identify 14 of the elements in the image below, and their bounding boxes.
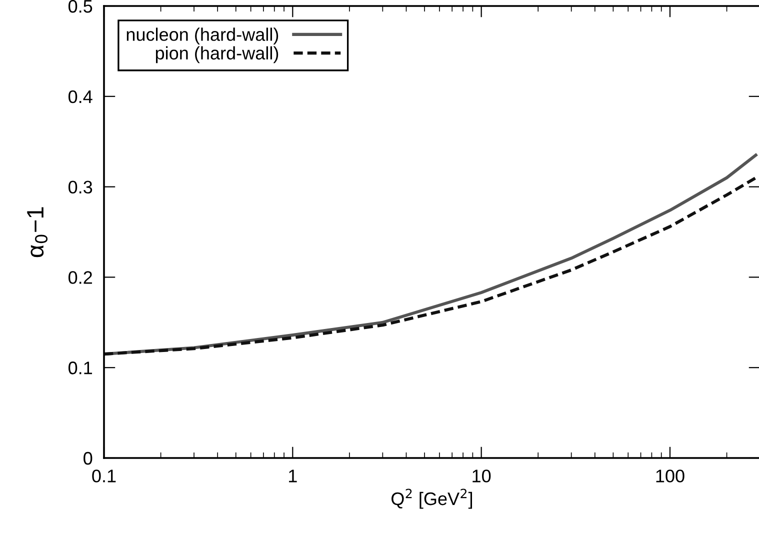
x-axis-title: Q$^{2}$ [GeV$^{2}$]: [392, 488, 472, 509]
y-tick-label: 0.3: [68, 180, 92, 194]
x-tick-label: 1: [289, 470, 297, 482]
y-tick-label: 0: [84, 452, 92, 465]
legend-label: pion (hard-wall): [156, 46, 278, 64]
y-tick-label: 0.4: [68, 90, 92, 104]
y-tick-label: 0.2: [68, 271, 92, 284]
x-tick-label: 100: [656, 470, 684, 482]
legend-label: nucleon (hard-wall): [126, 28, 278, 44]
x-tick-label: 0.1: [92, 470, 116, 482]
x-tick-label: 10: [472, 470, 491, 482]
y-tick-label: 0.5: [68, 0, 92, 13]
y-axis-title: α$_{0}$−1: [27, 207, 48, 258]
y-tick-label: 0.1: [68, 362, 92, 374]
